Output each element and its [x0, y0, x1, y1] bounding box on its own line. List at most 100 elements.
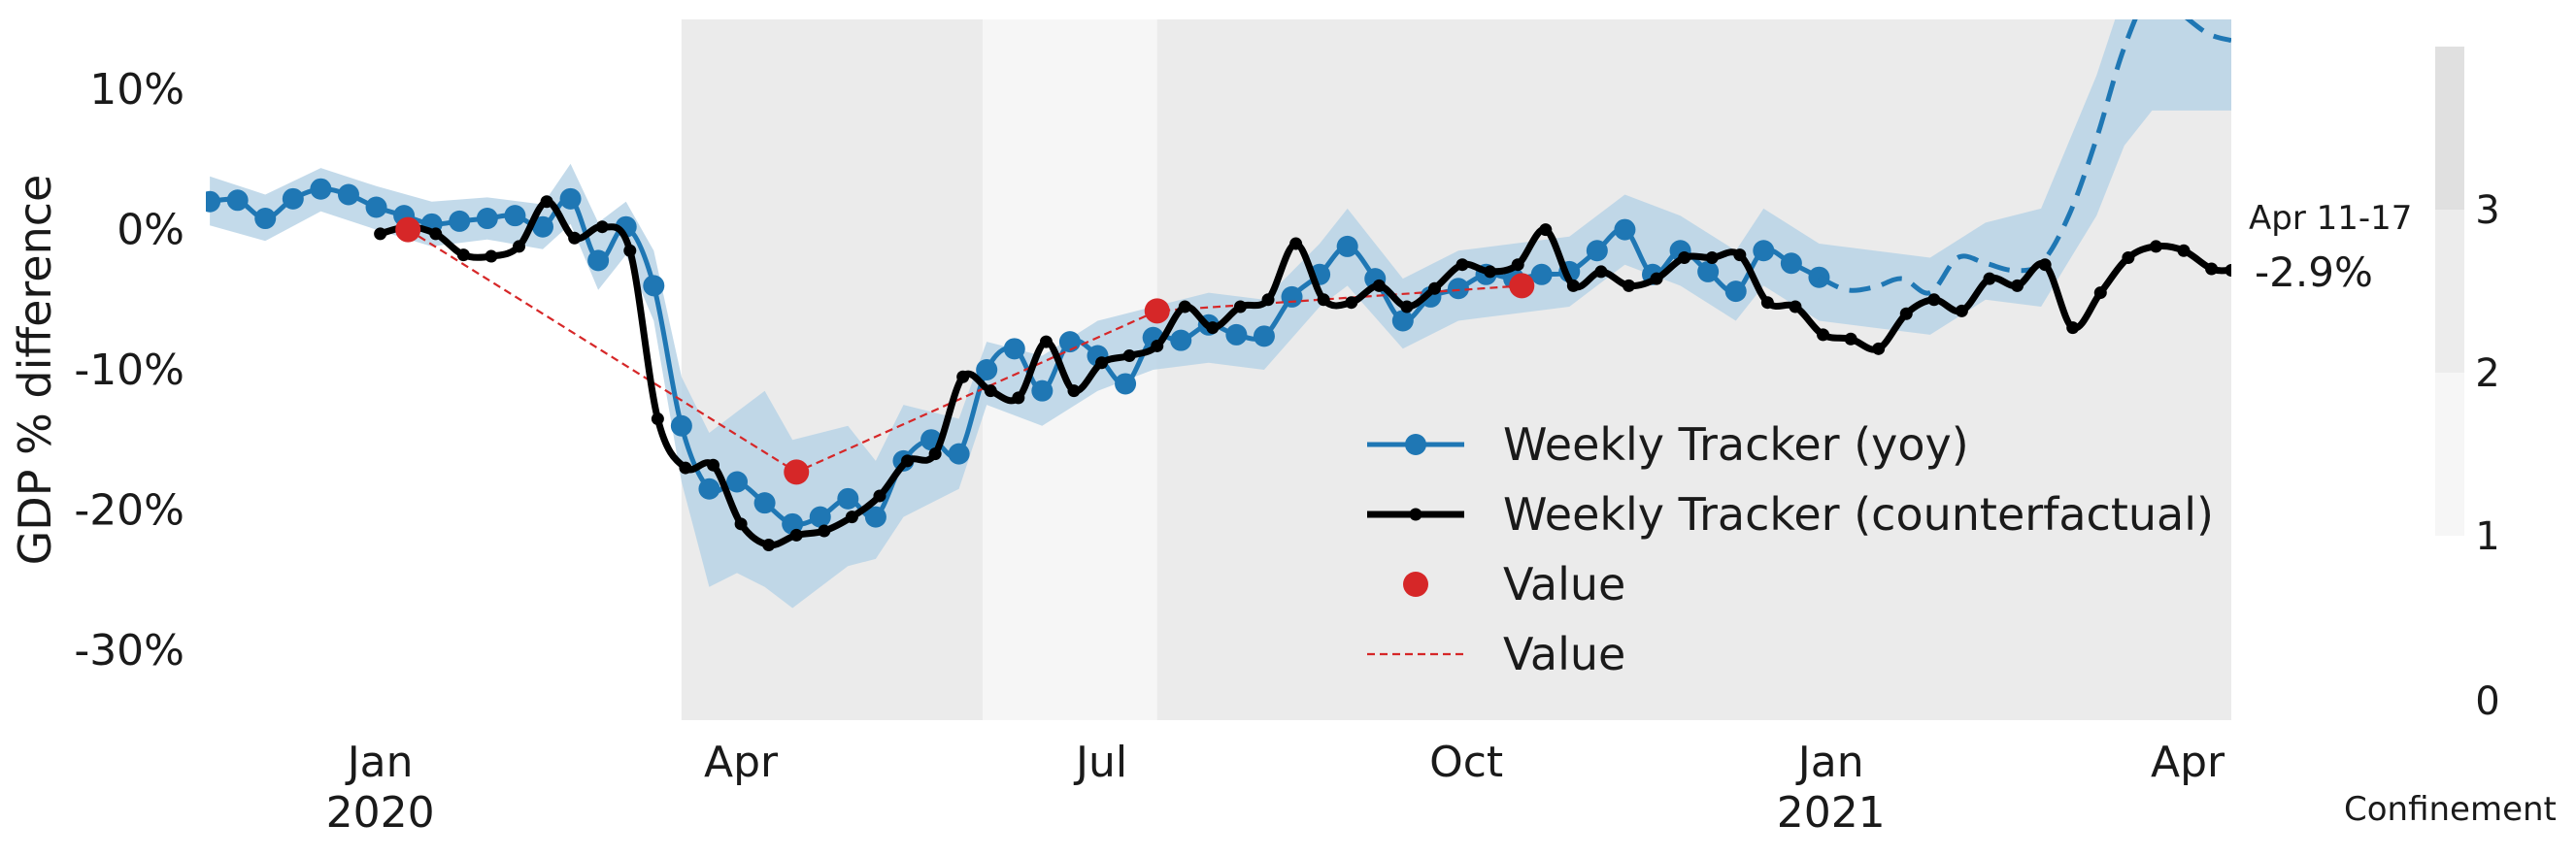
series-1-point-30	[1003, 338, 1025, 360]
series-3-point-64	[2122, 250, 2135, 264]
series-1-point-2	[226, 189, 249, 212]
series-1-point-5	[310, 178, 332, 200]
series-1-point-49	[1530, 263, 1553, 285]
series-3-point-27	[1095, 356, 1109, 370]
series-1-point-19	[698, 478, 720, 500]
series-3-point-36	[1345, 296, 1358, 310]
legend-marker-yoy	[1405, 434, 1426, 455]
series-1-point-17	[643, 275, 665, 297]
series-3-point-49	[1705, 250, 1719, 264]
colorbar-tick-label: 1	[2475, 514, 2499, 559]
series-3-point-8	[568, 231, 582, 245]
series-1-point-10	[449, 210, 471, 232]
series-3-point-12	[679, 461, 692, 475]
series-3-point-7	[540, 195, 553, 209]
series-1-point-39	[1253, 325, 1275, 347]
series-3-point-32	[1233, 300, 1247, 313]
series-1-point-51	[1586, 240, 1608, 262]
series-3-point-4	[456, 248, 470, 262]
series-3-point-15	[762, 539, 776, 551]
x-tick-label: Jul	[1073, 738, 1127, 787]
series-1-point-29	[976, 359, 998, 380]
series-1-point-6	[337, 183, 359, 206]
series-3-point-23	[984, 384, 997, 398]
series-3-point-57	[1927, 293, 1941, 307]
y-tick-label: 0%	[117, 206, 184, 255]
series-3-point-48	[1678, 250, 1691, 264]
series-3-point-51	[1760, 296, 1774, 310]
series-3-point-30	[1178, 300, 1191, 313]
confinement-period-1	[681, 19, 984, 720]
series-3-point-3	[429, 227, 443, 241]
series-3-point-65	[2149, 240, 2162, 253]
legend-label: Weekly Tracker (counterfactual)	[1503, 488, 2214, 541]
series-3-point-37	[1372, 279, 1386, 292]
legend-label: Value	[1503, 628, 1625, 680]
series-3-point-13	[707, 458, 720, 472]
series-3-point-16	[789, 528, 803, 542]
x-tick-label: Apr	[2151, 738, 2225, 787]
series-3-point-25	[1039, 335, 1053, 348]
series-1-point-23	[809, 506, 831, 528]
series-3-point-45	[1594, 265, 1608, 279]
series-3-point-66	[2177, 244, 2191, 257]
series-1-point-7	[365, 196, 387, 218]
x-tick-label: Jan	[345, 738, 414, 787]
series-3-point-34	[1289, 237, 1303, 250]
series-1-point-4	[282, 187, 304, 210]
series-3-point-52	[1789, 300, 1802, 313]
series-3-point-14	[734, 517, 748, 531]
series-3-point-67	[2205, 262, 2219, 276]
series-1-point-18	[670, 414, 692, 437]
series-3-point-55	[1872, 342, 1886, 355]
series-3-point-35	[1317, 293, 1330, 307]
series-3-point-68	[2225, 263, 2231, 277]
legend-label: Value	[1503, 558, 1625, 610]
series-1-point-56	[1724, 280, 1747, 303]
series-4-point-1	[395, 216, 421, 243]
series-3-point-62	[2066, 321, 2080, 335]
annotation-date: Apr 11-17	[2249, 199, 2412, 238]
x-tick-year-label: 2020	[326, 788, 435, 838]
annotation-value: -2.9%	[2255, 248, 2373, 296]
y-axis: 10% 0% -10% -20% -30%	[74, 65, 184, 676]
series-3-point-6	[512, 240, 525, 253]
series-3-point-20	[901, 454, 915, 468]
series-1-point-20	[726, 471, 749, 493]
series-3-point-26	[1067, 384, 1081, 398]
series-1-point-12	[504, 205, 526, 227]
y-tick-label: 10%	[89, 65, 184, 115]
series-3-point-5	[485, 249, 498, 263]
series-3-point-28	[1122, 349, 1136, 363]
colorbar-tick-label: 2	[2475, 351, 2499, 396]
series-1-point-24	[837, 487, 859, 510]
series-4-point-4	[1509, 273, 1535, 299]
legend: Weekly Tracker (yoy) Weekly Tracker (coun…	[1367, 418, 2214, 680]
series-3-point-40	[1455, 258, 1469, 272]
legend-marker-value	[1403, 572, 1428, 597]
series-3-point-54	[1844, 332, 1857, 346]
series-1-point-46	[1447, 278, 1469, 300]
confinement-colorbar: 0 1 2 3	[2435, 47, 2500, 724]
y-tick-label: -20%	[74, 485, 184, 535]
x-tick-label: Oct	[1429, 738, 1503, 787]
series-3-point-60	[2011, 279, 2024, 292]
confinement-period-3	[1156, 19, 2231, 720]
series-1-point-31	[1031, 379, 1054, 402]
series-3-point-39	[1427, 281, 1441, 295]
series-3-point-44	[1566, 279, 1580, 292]
series-3-point-33	[1261, 293, 1275, 307]
colorbar-title: Confinement	[2344, 790, 2557, 829]
y-axis-label: GDP % difference	[9, 175, 61, 566]
series-3-point-18	[845, 511, 858, 524]
series-1-point-57	[1753, 240, 1775, 262]
series-1-point-25	[864, 506, 887, 528]
series-1-point-59	[1808, 266, 1830, 288]
series-3-point-47	[1650, 272, 1663, 285]
series-1-point-21	[753, 492, 776, 514]
colorbar-segment-1	[2435, 373, 2464, 536]
series-3-point-61	[2038, 258, 2052, 272]
series-4-point-3	[1144, 298, 1170, 324]
legend-label: Weekly Tracker (yoy)	[1503, 418, 1969, 471]
